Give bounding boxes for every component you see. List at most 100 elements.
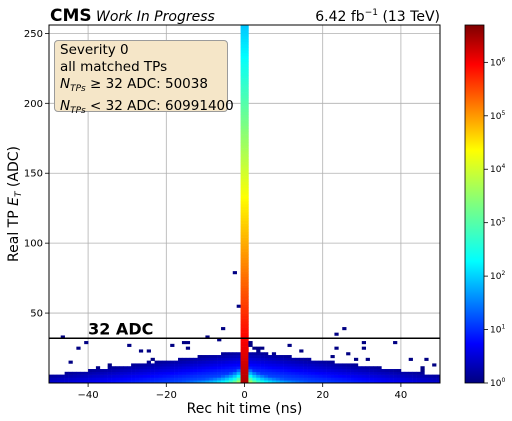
heatmap-cell [244, 287, 249, 292]
heatmap-cell [240, 352, 245, 356]
heatmap-cell [342, 366, 347, 370]
heatmap-cell [154, 366, 159, 370]
heatmap-cell [326, 371, 331, 375]
heatmap-cell [127, 371, 132, 375]
heatmap-cell [68, 360, 73, 364]
heatmap-cell [240, 159, 245, 163]
heatmap-cell [111, 369, 116, 373]
heatmap-cell [146, 377, 151, 381]
heatmap-cell [232, 355, 237, 359]
colorbar-tick-label: 106 [490, 56, 505, 68]
heatmap-cell [244, 92, 249, 96]
colorbar-tick-label: 105 [490, 110, 505, 122]
heatmap-cell [240, 50, 245, 54]
heatmap-cell [228, 360, 234, 364]
heatmap-cell [404, 377, 410, 381]
heatmap-cell [287, 366, 292, 370]
heatmap-cell [244, 251, 249, 255]
heatmap-cell [240, 212, 245, 216]
heatmap-cell [248, 371, 253, 375]
heatmap-cell [236, 369, 241, 373]
heatmap-cell [236, 371, 241, 375]
heatmap-cell [174, 369, 179, 373]
heatmap-cell [178, 357, 183, 361]
heatmap-cell [150, 369, 155, 373]
heatmap-cell [318, 374, 323, 378]
heatmap-cell [240, 293, 245, 297]
heatmap-cell [244, 279, 249, 283]
heatmap-cell [213, 355, 218, 359]
heatmap-cell [150, 374, 155, 378]
heatmap-cell [424, 380, 429, 383]
heatmap-cell [240, 103, 245, 107]
heatmap-cell [193, 363, 198, 367]
heatmap-cell [221, 357, 226, 361]
heatmap-cell [213, 363, 218, 367]
heatmap-cell [217, 371, 222, 375]
heatmap-cell [232, 366, 237, 370]
heatmap-cell [396, 369, 402, 373]
heatmap-cell [99, 380, 105, 383]
heatmap-cell [115, 374, 120, 378]
heatmap-cell [240, 374, 245, 378]
heatmap-cell [244, 268, 249, 272]
heatmap-cell [205, 374, 210, 378]
heatmap-cell [72, 371, 77, 375]
heatmap-cell [365, 374, 370, 378]
heatmap-cell [244, 363, 249, 367]
heatmap-cell [342, 363, 347, 367]
heatmap-cell [236, 377, 241, 381]
heatmap-cell [389, 371, 394, 375]
heatmap-cell [264, 366, 269, 370]
heatmap-cell [88, 369, 93, 373]
heatmap-cell [338, 371, 343, 375]
heatmap-cell [240, 139, 245, 143]
heatmap-cell [244, 380, 249, 383]
heatmap-cell [240, 64, 245, 68]
heatmap-cell [197, 374, 202, 378]
heatmap-cell [432, 363, 437, 367]
heatmap-cell [240, 153, 245, 157]
heatmap-cell [240, 215, 245, 219]
heatmap-cell [244, 134, 249, 138]
heatmap-cell [240, 106, 245, 110]
heatmap-cell [373, 369, 378, 373]
heatmap-cell [154, 380, 159, 383]
heatmap-cell [244, 148, 249, 152]
heatmap-cell [240, 209, 245, 213]
heatmap-cell [393, 369, 398, 373]
heatmap-cell [244, 262, 249, 266]
heatmap-cell [267, 363, 273, 367]
heatmap-cell [240, 371, 245, 375]
heatmap-cell [365, 357, 370, 361]
heatmap-cell [244, 273, 249, 278]
heatmap-cell [240, 290, 245, 294]
heatmap-cell [240, 150, 245, 154]
heatmap-cell [240, 44, 245, 48]
heatmap-cell [240, 240, 245, 244]
heatmap-cell [76, 371, 81, 375]
heatmap-cell [240, 237, 245, 241]
heatmap-cell [127, 380, 132, 383]
heatmap-cell [295, 366, 300, 370]
heatmap-cell [201, 377, 206, 381]
heatmap-cell [185, 357, 191, 361]
heatmap-cell [252, 357, 257, 361]
heatmap-cell [107, 377, 112, 381]
heatmap-cell [240, 324, 245, 328]
heatmap-cell [244, 89, 249, 93]
heatmap-cell [52, 377, 58, 381]
heatmap-cell [283, 377, 288, 381]
heatmap-cell [244, 315, 249, 319]
heatmap-cell [181, 341, 187, 345]
heatmap-cell [393, 341, 398, 345]
heatmap-cell [334, 332, 339, 336]
heatmap-cell [248, 374, 253, 378]
heatmap-cell [88, 374, 93, 378]
heatmap-cell [244, 106, 249, 110]
heatmap-cell [267, 371, 273, 375]
heatmap-cell [72, 377, 77, 381]
heatmap-cell [228, 352, 234, 356]
heatmap-cell [244, 201, 249, 205]
heatmap-cell [138, 366, 144, 370]
